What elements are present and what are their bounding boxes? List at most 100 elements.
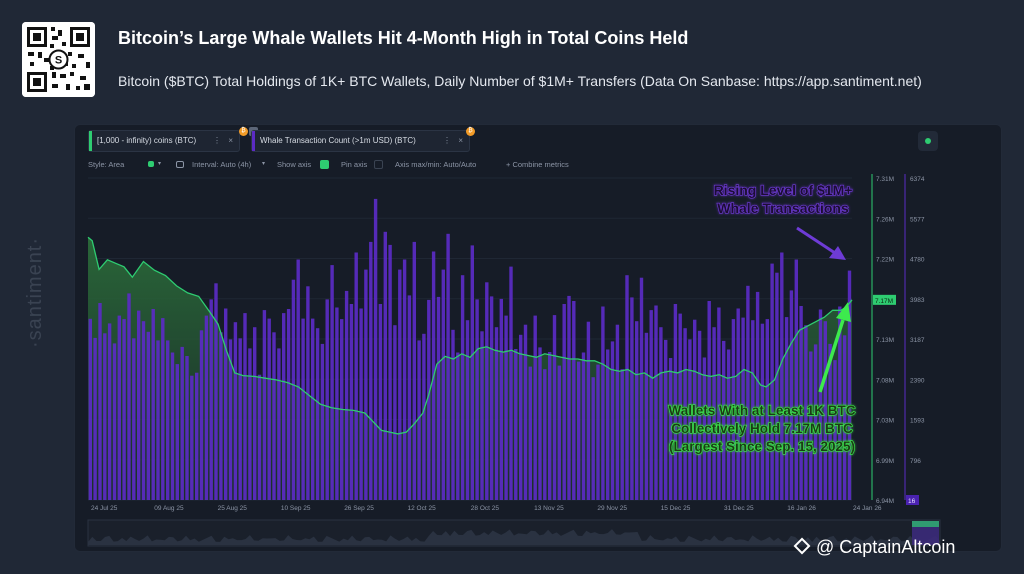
whale-bar <box>552 315 557 500</box>
whale-bar <box>572 301 576 500</box>
whale-bar <box>267 318 271 500</box>
header: S Bitcoin’s Large Whale Wallets Hit 4-Mo… <box>0 0 1024 115</box>
annotation-whale-text: Whale Transactions <box>717 200 849 216</box>
whale-bar <box>446 233 450 501</box>
whale-bar <box>760 323 765 500</box>
whale-bar <box>422 333 426 500</box>
whale-bar <box>620 369 624 500</box>
whale-bar <box>601 306 605 500</box>
whale-bar <box>141 321 146 500</box>
whale-bar <box>480 331 484 500</box>
whale-bar <box>577 361 581 500</box>
whale-tick-label: 796 <box>910 458 921 465</box>
whale-bar <box>649 310 653 500</box>
whale-bar <box>519 334 523 500</box>
more-icon[interactable]: ⋮ <box>213 136 221 145</box>
whale-bar <box>383 231 387 501</box>
whale-bar <box>697 330 702 500</box>
metric-chip-whale-label: Whale Transaction Count (>1m USD) (BTC) <box>260 136 416 145</box>
whale-bar <box>378 304 383 500</box>
settings-button[interactable] <box>918 131 938 151</box>
whale-bar <box>436 296 441 500</box>
whale-bar <box>262 310 267 500</box>
whale-bar <box>311 318 315 500</box>
whale-bar <box>741 317 745 500</box>
whale-bar <box>654 305 658 500</box>
whale-current-tag <box>906 495 919 505</box>
whale-bar <box>615 324 620 500</box>
whale-bar <box>286 309 291 500</box>
chart-navigator[interactable] <box>87 519 941 547</box>
whale-bar <box>359 308 363 500</box>
whale-bar <box>151 309 155 500</box>
navigator-window-top <box>912 521 939 527</box>
whale-bar <box>543 369 547 500</box>
whale-bar <box>755 291 760 500</box>
whale-bar <box>635 321 639 500</box>
x-tick-label: 09 Aug 25 <box>154 505 184 512</box>
annotation-holdings-arrowhead <box>836 302 851 322</box>
whale-tick-label: 3983 <box>910 297 925 304</box>
whale-bar <box>804 325 808 500</box>
whale-bar <box>349 304 354 500</box>
chevron-down-icon[interactable]: ▾ <box>158 161 162 167</box>
annotation-holdings-text: Collectively Hold 7.17M BTC <box>671 421 853 436</box>
whale-bar <box>509 266 513 500</box>
holdings-tick-label: 6.99M <box>876 458 894 465</box>
whale-bar <box>122 319 126 500</box>
whale-bar <box>823 321 827 500</box>
whale-bar <box>581 352 586 500</box>
close-icon[interactable]: × <box>458 136 463 145</box>
x-tick-label: 28 Oct 25 <box>471 505 500 512</box>
whale-bar <box>199 330 204 500</box>
whale-bar <box>847 270 852 500</box>
annotation-holdings-text: (Largest Since Sep. 15, 2025) <box>669 439 855 454</box>
whale-bar <box>833 360 837 500</box>
bitcoin-icon: ₿ <box>466 127 475 136</box>
whale-bar <box>746 285 750 500</box>
whale-bar <box>644 332 649 500</box>
axis-maxmin-select[interactable]: Axis max/min: Auto/Auto <box>395 160 477 169</box>
metric-chip-holdings[interactable]: [1,000 - infinity) coins (BTC) ⋮ × <box>88 130 240 152</box>
whale-bar <box>427 299 431 500</box>
whale-bar <box>562 304 566 500</box>
whale-bar <box>315 328 320 500</box>
style-select[interactable]: Style: Area <box>88 160 125 169</box>
whale-bar <box>673 304 678 500</box>
whale-bar <box>204 315 209 500</box>
whale-bar <box>306 286 310 500</box>
whale-bar <box>93 337 97 500</box>
brand-text: @ CaptainAltcoin <box>816 537 956 557</box>
whale-bar <box>460 275 465 500</box>
whale-bar <box>248 348 252 500</box>
combine-metrics-button[interactable]: + Combine metrics <box>506 160 569 169</box>
whale-bar <box>185 356 189 500</box>
interval-select[interactable]: Interval: Auto (4h) <box>192 160 252 169</box>
pin-axis-checkbox[interactable] <box>374 160 383 169</box>
more-icon[interactable]: ⋮ <box>443 136 451 145</box>
whale-bar <box>195 372 199 500</box>
whale-bar <box>233 322 238 500</box>
show-axis-checkbox[interactable] <box>320 160 329 169</box>
holdings-tick-label: 7.31M <box>876 176 894 183</box>
metric-chip-whale-count[interactable]: Whale Transaction Count (>1m USD) (BTC) … <box>251 130 470 152</box>
whale-bar <box>528 366 532 500</box>
close-icon[interactable]: × <box>228 136 233 145</box>
brand-diamond-icon <box>793 537 811 555</box>
annotation-whale-arrowhead <box>829 246 846 260</box>
color-swatch[interactable] <box>148 161 154 167</box>
whale-bar <box>103 333 107 500</box>
x-tick-label: 12 Oct 25 <box>408 505 437 512</box>
x-tick-label: 24 Jul 25 <box>91 505 118 512</box>
whale-bar <box>751 320 755 500</box>
whale-bar <box>291 279 296 500</box>
metric-chip-holdings-label: [1,000 - infinity) coins (BTC) <box>97 136 197 145</box>
whale-bar <box>470 245 474 500</box>
whale-bar <box>112 343 117 500</box>
chevron-down-icon[interactable]: ▾ <box>262 161 266 167</box>
whale-bar <box>156 340 160 500</box>
whale-tick-label: 4780 <box>910 257 925 264</box>
holdings-tick-label: 7.22M <box>876 257 894 264</box>
whale-bar <box>838 306 842 500</box>
